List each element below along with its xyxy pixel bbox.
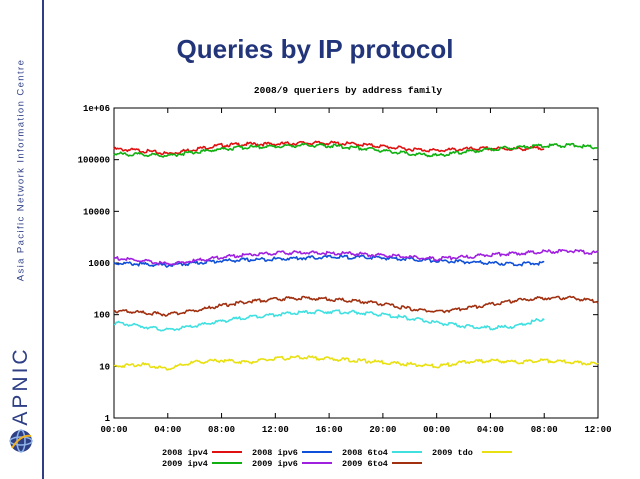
org-name: Asia Pacific Network Information Centre: [15, 58, 27, 282]
x-tick-label: 12:00: [584, 425, 611, 435]
legend-label: 2008 6to4: [342, 448, 388, 458]
legend-label: 2009 ipv4: [162, 459, 208, 469]
legend-label: 2008 ipv6: [252, 448, 298, 458]
series-line-2008-ipv6: [113, 254, 545, 268]
legend-label: 2009 ipv6: [252, 459, 298, 469]
y-tick-label: 10: [99, 362, 110, 372]
y-tick-label: 1000: [88, 259, 110, 269]
x-axis: 00:00 04:00 08:00 12:00 16:00 20:00 00:00 04:00…: [100, 108, 612, 435]
chart-title: 2008/9 queriers by address family: [254, 85, 442, 96]
x-tick-label: 08:00: [208, 425, 235, 435]
legend-label: 2008 ipv4: [162, 448, 208, 458]
y-tick-label: 100: [94, 311, 110, 321]
x-tick-label: 08:00: [531, 425, 558, 435]
y-tick-label: 10000: [83, 207, 110, 217]
x-tick-label: 00:00: [100, 425, 127, 435]
legend-label: 2009 6to4: [342, 459, 388, 469]
y-tick-label: 100000: [78, 156, 110, 166]
slide-title: Queries by IP protocol: [176, 34, 454, 64]
x-tick-label: 12:00: [262, 425, 289, 435]
series-line-2009-ipv4: [113, 142, 599, 158]
x-tick-label: 20:00: [369, 425, 396, 435]
x-tick-label: 16:00: [316, 425, 343, 435]
series-line-2009-tdo: [113, 354, 599, 371]
series-line-2009-6to4: [113, 295, 599, 317]
x-tick-label: 00:00: [423, 425, 450, 435]
y-tick-label: 1: [105, 414, 111, 424]
legend-label: 2009 tdo: [432, 448, 473, 458]
x-tick-label: 04:00: [477, 425, 504, 435]
apnic-globe-icon: [9, 429, 33, 453]
legend: 2008 ipv4 2008 ipv6 2008 6to4 2009 tdo 2009 …: [162, 448, 512, 469]
series-line-2008-6to4: [113, 309, 545, 332]
sidebar-divider: [42, 0, 44, 479]
brand-name: APNIC: [9, 346, 32, 426]
series-line-2008-ipv4: [113, 140, 545, 156]
sidebar: Asia Pacific Network Information Centre …: [0, 0, 42, 479]
line-chart: 2008/9 queriers by address family 1e+06 1…: [78, 85, 612, 469]
series-lines: [113, 140, 599, 371]
y-tick-label: 1e+06: [83, 104, 110, 114]
series-line-2009-ipv6: [113, 248, 599, 266]
x-tick-label: 04:00: [154, 425, 181, 435]
